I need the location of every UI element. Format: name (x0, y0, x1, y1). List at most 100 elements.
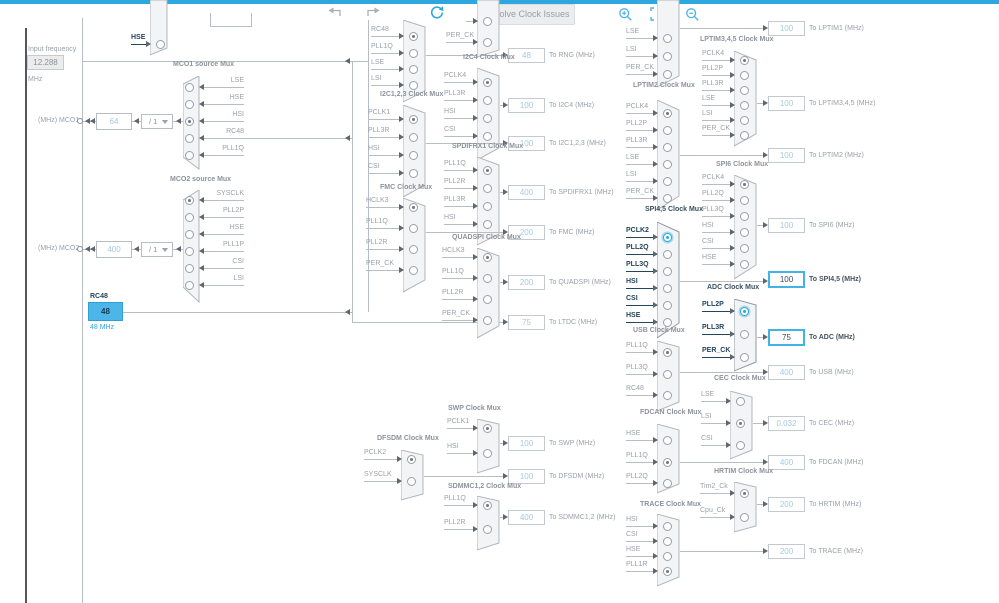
lptim345-clock-mux-radio-PLL2P[interactable] (739, 70, 749, 80)
i2c4-clock-mux-radio-HSI[interactable] (482, 113, 492, 123)
i2c123-clock-mux-radio-HSI[interactable] (408, 150, 418, 160)
rng-clock-mux-radio-LSE[interactable] (408, 64, 418, 74)
spi6-clock-mux-radio-PCLK4[interactable] (739, 179, 749, 189)
trace-clock-mux-radio-CSI[interactable] (662, 536, 672, 546)
spi6-clock-mux-radio-PLL2Q[interactable] (739, 195, 749, 205)
lptim2-clock-mux-radio-PER_CK[interactable] (662, 193, 672, 203)
usb-clock-mux-radio-RC48[interactable] (662, 390, 672, 400)
cec-clock-mux-radio-CSI[interactable] (735, 440, 745, 450)
rng-clock-mux-radio-PLL1Q[interactable] (408, 48, 418, 58)
spi45-clock-mux-radio-CSI[interactable] (662, 300, 672, 310)
i2c4-clock-mux-radio-CSI[interactable] (482, 131, 492, 141)
mco1-source-mux-radio-RC48[interactable] (184, 133, 194, 143)
fmc-clock-mux-radio-PLL2R[interactable] (408, 244, 418, 254)
zoom-out-icon[interactable] (685, 7, 700, 27)
quadspi-clock-mux-radio-PER_CK[interactable] (482, 315, 492, 325)
mco1-divider-dropdown[interactable]: / 1 (141, 114, 173, 129)
sdmmc12-clock-mux-radio-PLL2R[interactable] (482, 524, 492, 534)
rng-clock-mux-radio-RC48[interactable] (408, 31, 418, 41)
mco1-source-mux-radio-PLL1Q[interactable] (184, 150, 194, 160)
spdifrx1-clock-mux-radio-PLL3R[interactable] (482, 201, 492, 211)
mco2-source-mux-radio-LSI[interactable] (184, 280, 194, 290)
lptim345-clock-mux-radio-PER_CK[interactable] (739, 130, 749, 140)
spi6-clock-mux-radio-HSI[interactable] (739, 227, 749, 237)
lptim2-clock-mux-radio-PCLK4[interactable] (662, 108, 672, 118)
per-ck-mux-partial-radio-PER_CK[interactable] (482, 37, 492, 47)
i2c4-clock-mux-radio-PLL3R[interactable] (482, 95, 492, 105)
mco1-source-mux-radio-LSE[interactable] (184, 82, 194, 92)
quadspi-clock-mux-radio-HCLK3[interactable] (482, 252, 492, 262)
undo-icon[interactable] (328, 6, 342, 24)
fdcan-clock-mux-radio-HSE[interactable] (662, 435, 672, 445)
fmc-clock-mux-radio-PLL1Q[interactable] (408, 223, 418, 233)
spi45-clock-mux-radio-HSI[interactable] (662, 283, 672, 293)
mco2-source-mux-radio-PLL2P[interactable] (184, 212, 194, 222)
adc-clock-mux-radio-PLL3R[interactable] (739, 329, 749, 339)
spdifrx1-clock-mux-radio-PLL2R[interactable] (482, 183, 492, 193)
lptim345-clock-mux-radio-PLL3R[interactable] (739, 85, 749, 95)
dfsdm-clock-mux-radio-SYSCLK[interactable] (406, 476, 416, 486)
i2c4-clock-mux-radio-PCLK4[interactable] (482, 77, 492, 87)
spi6-clock-mux-radio-HSE[interactable] (739, 259, 749, 269)
fdcan-clock-mux-radio-PLL2Q[interactable] (662, 478, 672, 488)
input-frequency-field[interactable]: 12.288 (27, 55, 64, 70)
hrtim-clock-mux-radio-Cpu_Ck[interactable] (739, 512, 749, 522)
swp-clock-mux-radio-HSI[interactable] (482, 448, 492, 458)
mco2-source-mux-radio-CSI[interactable] (184, 263, 194, 273)
fmc-clock-mux-radio-PER_CK[interactable] (408, 265, 418, 275)
adc-clock-mux-frequency-box[interactable]: 75 (768, 329, 805, 346)
trace-clock-mux-radio-HSI[interactable] (662, 521, 672, 531)
hrtim-clock-mux-radio-Tim2_Ck[interactable] (739, 488, 749, 498)
mco1-source-mux-radio-HSE[interactable] (184, 99, 194, 109)
fdcan-clock-mux-radio-PLL1Q[interactable] (662, 457, 672, 467)
lptim2-clock-mux-radio-PLL2P[interactable] (662, 125, 672, 135)
spi6-clock-mux-radio-PLL3Q[interactable] (739, 211, 749, 221)
mco2-source-mux-radio-HSE[interactable] (184, 229, 194, 239)
spdifrx1-clock-mux-radio-PLL1Q[interactable] (482, 165, 492, 175)
mco2-source-mux-radio-SYSCLK[interactable] (184, 195, 194, 205)
spi45-clock-mux-radio-PLL2Q[interactable] (662, 249, 672, 259)
lptim2-clock-mux-radio-PLL3R[interactable] (662, 142, 672, 152)
refresh-icon[interactable] (428, 4, 445, 26)
i2c123-clock-mux-radio-CSI[interactable] (408, 168, 418, 178)
lptim1-clock-mux-partial-radio-LSE[interactable] (662, 33, 672, 43)
spdifrx1-clock-mux-radio-HSI[interactable] (482, 219, 492, 229)
rc48-source-block[interactable]: 48 (88, 302, 123, 321)
spi6-clock-mux-radio-CSI[interactable] (739, 243, 749, 253)
i2c123-clock-mux-radio-PCLK1[interactable] (408, 114, 418, 124)
usb-clock-mux-radio-PLL3Q[interactable] (662, 369, 672, 379)
mco2-source-mux-radio-PLL1P[interactable] (184, 246, 194, 256)
spi45-clock-mux-radio-PLL3Q[interactable] (662, 266, 672, 276)
lptim2-clock-mux-radio-LSE[interactable] (662, 159, 672, 169)
quadspi-clock-mux-radio-PLL1Q[interactable] (482, 273, 492, 283)
adc-clock-mux-radio-PER_CK[interactable] (739, 352, 749, 362)
quadspi-clock-mux-radio-PLL2R[interactable] (482, 294, 492, 304)
lptim1-clock-mux-partial-radio-PER_CK[interactable] (662, 69, 672, 79)
fmc-clock-mux-radio-HCLK3[interactable] (408, 202, 418, 212)
lptim2-clock-mux-radio-LSI[interactable] (662, 176, 672, 186)
mco1-source-mux-radio-HSI[interactable] (184, 116, 194, 126)
sdmmc12-clock-mux-radio-PLL1Q[interactable] (482, 500, 492, 510)
lptim345-clock-mux-radio-PCLK4[interactable] (739, 55, 749, 65)
adc-clock-mux-radio-PLL2P[interactable] (739, 306, 749, 316)
redo-icon[interactable] (366, 6, 380, 24)
swp-clock-mux-radio-PCLK1[interactable] (482, 423, 492, 433)
cec-clock-mux-radio-LSE[interactable] (735, 396, 745, 406)
spi45-clock-mux-frequency-box[interactable]: 100 (768, 271, 805, 288)
mco2-divider-dropdown[interactable]: / 1 (141, 242, 173, 257)
trace-clock-mux-radio-HSE[interactable] (662, 551, 672, 561)
lptim1-clock-mux-partial-radio-LSI[interactable] (662, 51, 672, 61)
lptim345-clock-mux-radio-LSE[interactable] (739, 100, 749, 110)
spi45-clock-mux-radio-HSE[interactable] (662, 317, 672, 327)
i2c123-clock-mux-radio-PLL3R[interactable] (408, 132, 418, 142)
cec-clock-mux-radio-LSI[interactable] (735, 418, 745, 428)
lptim345-clock-mux-radio-LSI[interactable] (739, 115, 749, 125)
usb-clock-mux-radio-PLL1Q[interactable] (662, 347, 672, 357)
zoom-in-icon[interactable] (618, 7, 633, 27)
spi45-clock-mux-radio-PCLK2[interactable] (662, 232, 672, 242)
rng-clock-mux-radio-LSI[interactable] (408, 80, 418, 90)
per-ck-mux-partial-radio-0[interactable] (482, 16, 492, 26)
dfsdm-clock-mux-radio-PCLK2[interactable] (406, 454, 416, 464)
hse-mux-partial-radio-HSE[interactable] (155, 39, 165, 49)
trace-clock-mux-radio-PLL1R[interactable] (662, 566, 672, 576)
